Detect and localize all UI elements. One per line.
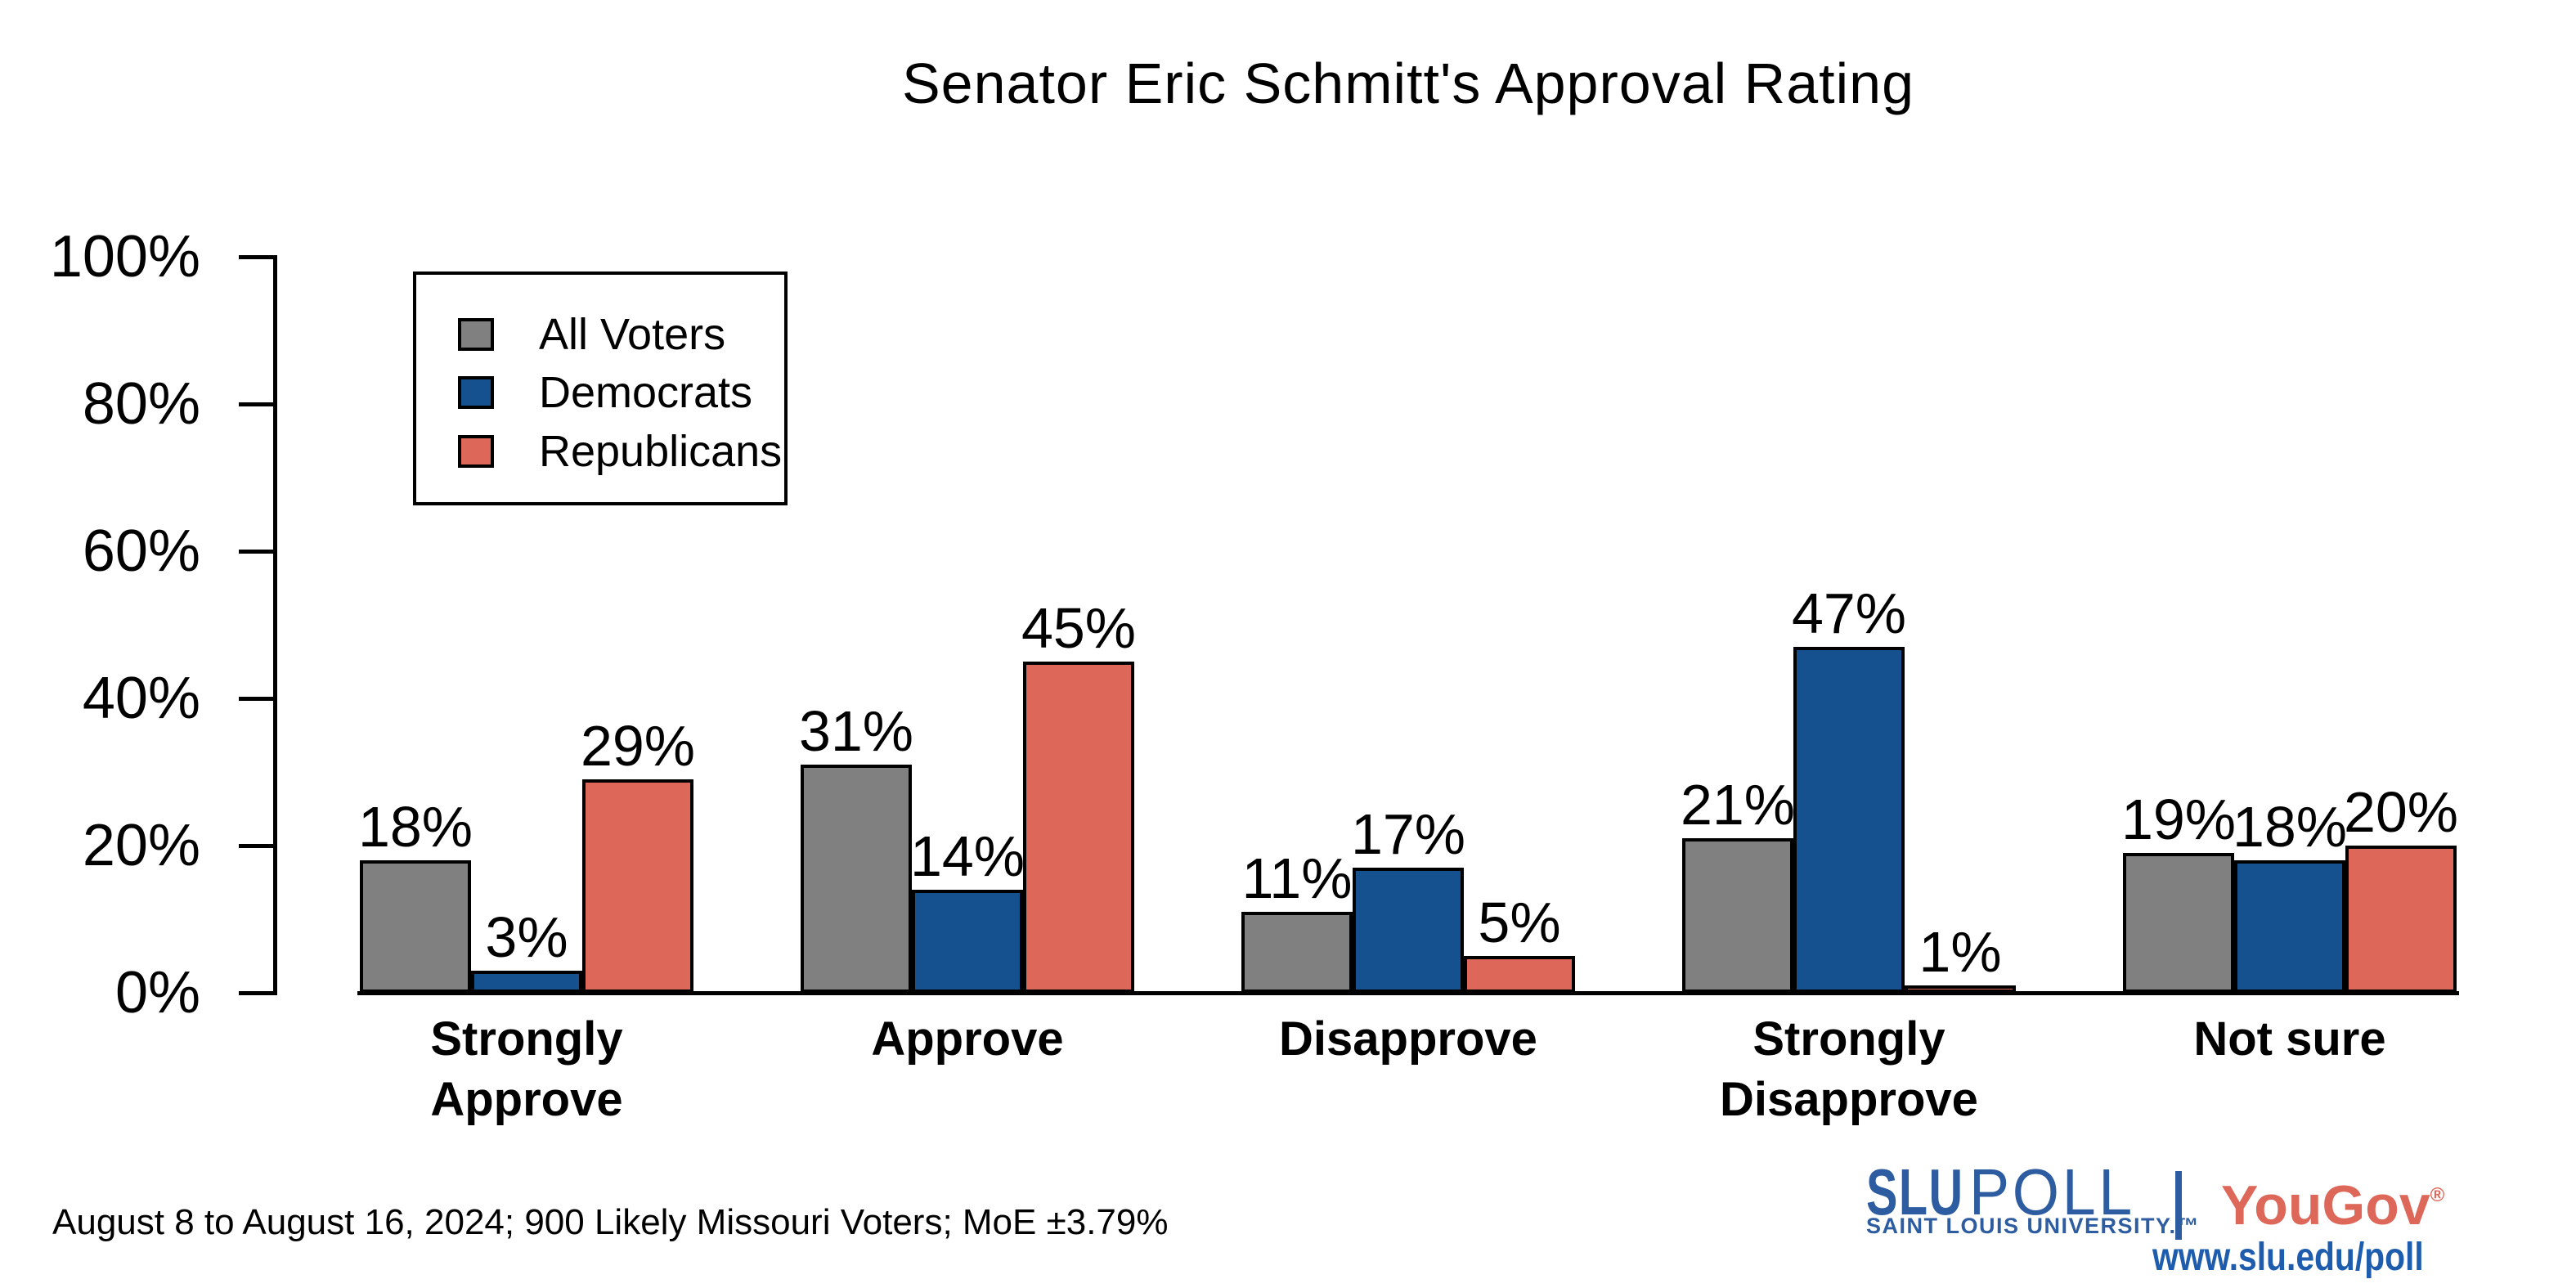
value-label-democrats-strongly-disapprove: 47% xyxy=(1791,581,1907,645)
y-tick-mark-80- xyxy=(239,402,275,406)
bar-group-approve: 31% 14% 45% xyxy=(799,257,1136,993)
legend-label-republicans: Republicans xyxy=(539,427,783,476)
bar-group-not-sure: 19% 18% 20% xyxy=(2121,257,2458,993)
footer-note: August 8 to August 16, 2024; 900 Likely … xyxy=(52,1202,1169,1242)
logo-separator-bar xyxy=(2175,1171,2182,1240)
slu-logo-subtitle: SAINT LOUIS UNIVERSITY.™ xyxy=(1866,1214,2201,1238)
value-label-all-voters-approve: 31% xyxy=(798,699,914,763)
legend-swatch-democrats xyxy=(458,376,494,409)
bar-republicans-approve xyxy=(1023,662,1134,993)
slu-logo-poll-word: POLL xyxy=(1969,1156,2135,1228)
bar-democrats-strongly-disapprove xyxy=(1793,647,1905,993)
bar-all-voters-not-sure xyxy=(2123,853,2234,993)
bar-group-strongly-disapprove: 21% 47% 1% xyxy=(1681,257,2016,993)
legend-swatch-republicans xyxy=(458,435,494,468)
bar-republicans-not-sure xyxy=(2345,846,2457,993)
legend-swatch-all-voters xyxy=(458,318,494,351)
bar-group-strongly-approve: 18% 3% 29% xyxy=(358,257,695,993)
value-label-all-voters-strongly-disapprove: 21% xyxy=(1680,773,1796,837)
value-label-all-voters-disapprove: 11% xyxy=(1241,846,1353,910)
bar-all-voters-approve xyxy=(801,765,912,993)
value-label-all-voters-strongly-approve: 18% xyxy=(357,795,473,859)
y-tick-label-60-: 60% xyxy=(82,518,200,584)
y-tick-label-20-: 20% xyxy=(82,813,200,878)
value-label-republicans-approve: 45% xyxy=(1021,596,1137,660)
bar-all-voters-strongly-approve xyxy=(360,860,471,993)
category-label-line: Approve xyxy=(430,1073,623,1126)
value-label-democrats-strongly-approve: 3% xyxy=(485,905,568,969)
value-label-all-voters-not-sure: 19% xyxy=(2120,788,2237,851)
y-tick-mark-0- xyxy=(239,991,275,995)
value-label-republicans-strongly-disapprove: 1% xyxy=(1919,920,2002,984)
legend-item-democrats: Democrats xyxy=(416,370,784,415)
y-tick-mark-20- xyxy=(239,844,275,848)
value-label-republicans-strongly-approve: 29% xyxy=(580,714,696,778)
legend-item-republicans: Republicans xyxy=(416,429,784,474)
category-label-not-sure: Not sure xyxy=(2077,1009,2502,1070)
category-label-line: Not sure xyxy=(2193,1012,2386,1066)
bar-group-disapprove: 11% 17% 5% xyxy=(1241,257,1575,993)
legend-label-democrats: Democrats xyxy=(539,368,753,417)
x-axis-line xyxy=(357,991,2459,995)
y-tick-mark-60- xyxy=(239,550,275,554)
category-label-line: Disapprove xyxy=(1720,1073,1978,1126)
bar-democrats-not-sure xyxy=(2234,860,2345,993)
bar-all-voters-strongly-disapprove xyxy=(1682,838,1793,993)
value-label-democrats-disapprove: 17% xyxy=(1350,802,1466,866)
bar-democrats-strongly-approve xyxy=(471,971,582,993)
chart-title: Senator Eric Schmitt's Approval Rating xyxy=(901,52,1915,115)
slu-logo-word: SLU xyxy=(1866,1156,1964,1228)
category-label-line: Disapprove xyxy=(1279,1012,1537,1066)
legend: All Voters Democrats Republicans xyxy=(413,272,788,505)
y-tick-label-0-: 0% xyxy=(114,960,200,1025)
y-tick-label-40-: 40% xyxy=(82,666,200,731)
y-tick-mark-100- xyxy=(239,255,275,259)
category-label-line: Strongly xyxy=(1752,1012,1945,1066)
value-label-republicans-not-sure: 20% xyxy=(2343,780,2459,844)
value-label-democrats-approve: 14% xyxy=(909,824,1025,888)
legend-label-all-voters: All Voters xyxy=(539,310,726,359)
slu-poll-url: www.slu.edu/poll xyxy=(2152,1236,2424,1279)
category-label-line: Strongly xyxy=(430,1012,623,1066)
category-label-line: Approve xyxy=(871,1012,1064,1066)
bar-republicans-disapprove xyxy=(1464,956,1575,993)
category-label-strongly-approve: Strongly Approve xyxy=(314,1009,739,1130)
category-label-strongly-disapprove: Strongly Disapprove xyxy=(1636,1009,2062,1130)
y-axis-line xyxy=(273,255,277,995)
value-label-democrats-not-sure: 18% xyxy=(2232,795,2348,859)
y-tick-label-100-: 100% xyxy=(49,224,200,289)
registered-trademark-icon: ® xyxy=(2430,1184,2445,1206)
legend-item-all-voters: All Voters xyxy=(416,312,784,357)
value-label-republicans-disapprove: 5% xyxy=(1478,891,1561,954)
bar-democrats-approve xyxy=(912,890,1023,993)
bar-republicans-strongly-approve xyxy=(582,779,693,993)
yougov-logo-text: YouGov xyxy=(2221,1174,2430,1236)
y-tick-label-80-: 80% xyxy=(82,371,200,437)
bar-all-voters-disapprove xyxy=(1241,912,1353,993)
yougov-logo: YouGov® xyxy=(2221,1166,2444,1235)
y-tick-mark-40- xyxy=(239,697,275,701)
category-label-approve: Approve xyxy=(755,1009,1180,1070)
category-label-disapprove: Disapprove xyxy=(1196,1009,1621,1070)
